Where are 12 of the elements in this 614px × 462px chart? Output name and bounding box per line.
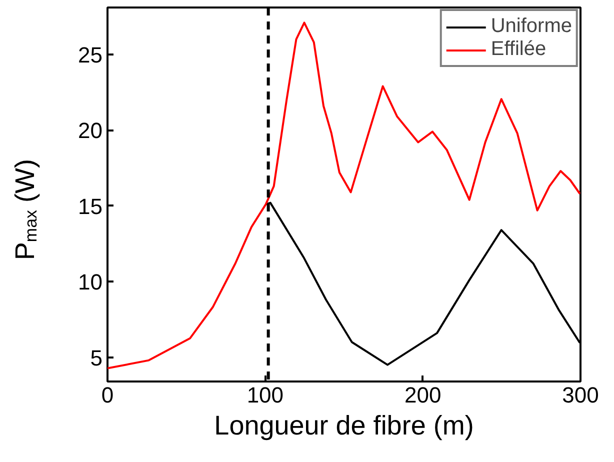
- x-axis-title: Longueur de fibre (m): [214, 410, 474, 440]
- y-tick-label: 5: [90, 345, 103, 370]
- y-tick-label: 15: [78, 194, 103, 219]
- x-tick-label: 0: [101, 382, 114, 408]
- x-tick-label: 200: [404, 382, 442, 408]
- y-tick-label: 10: [78, 270, 103, 295]
- legend-label: Uniforme: [490, 15, 572, 38]
- x-tick-label: 300: [562, 382, 599, 408]
- y-tick-label: 25: [78, 42, 103, 68]
- y-tick-label: 20: [78, 118, 103, 144]
- x-tick-label: 100: [246, 382, 284, 408]
- legend-label: Effilée: [490, 38, 546, 61]
